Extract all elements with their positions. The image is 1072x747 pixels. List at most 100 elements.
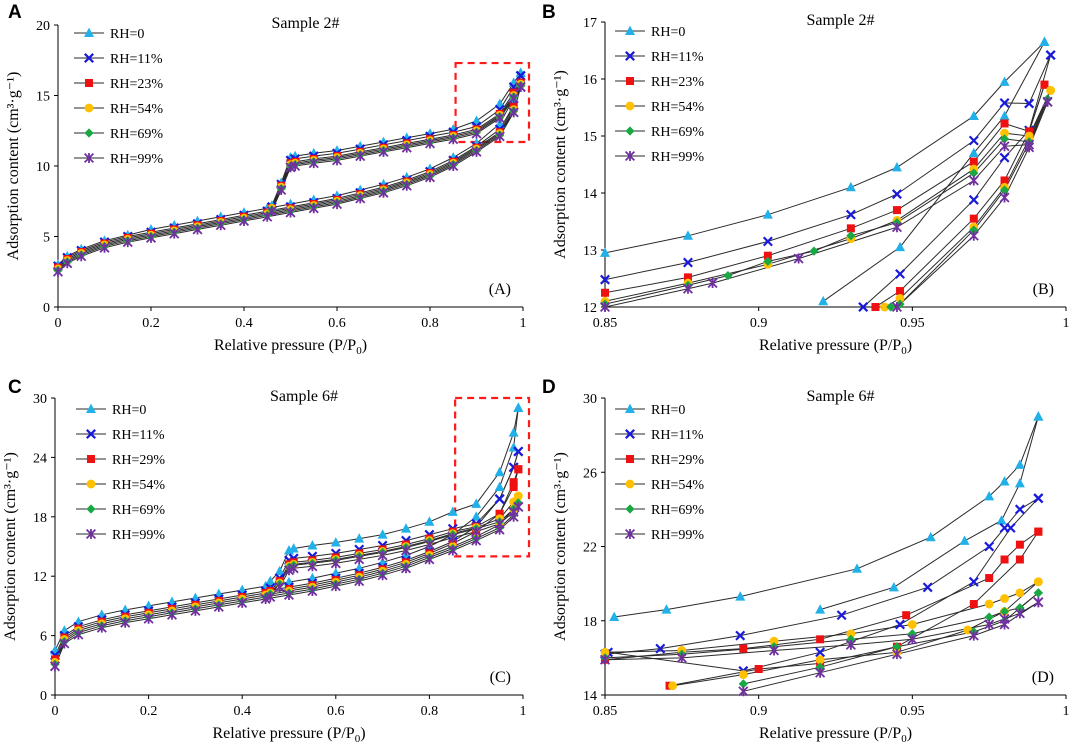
panel-letter-a: A — [8, 2, 22, 23]
chart-d-rh-11-adsorption-point — [815, 647, 826, 658]
panel-d: D 14 18 22 26 30 0.85 0.9 0.95 1 Relative pressur… — [542, 377, 1070, 745]
chart-d-legend-label: RH=0 — [651, 403, 685, 418]
chart-d-rh-0-desorption-point — [999, 476, 1010, 486]
chart-d-rh-29-adsorption-point — [754, 665, 763, 674]
chart-a-ytick-label: 0 — [43, 301, 50, 316]
chart-b-rh-0-desorption-point — [845, 181, 856, 192]
chart-d-rh-0-desorption-point — [609, 611, 620, 622]
chart-d-legend-marker — [625, 429, 635, 439]
chart-b-ylabel: Adsorption content (cm³·g⁻¹) — [552, 70, 569, 259]
chart-d-rh-0-desorption-point — [852, 563, 863, 573]
chart-b-rh-69-desorption-point — [846, 231, 856, 241]
chart-d-ylabel: Adsorption content (cm³·g⁻¹) — [552, 452, 569, 641]
chart-b-rh-99-desorption-point — [891, 222, 903, 233]
chart-c-legend-item: RH=99% — [76, 528, 165, 543]
chart-b-rh-69-desorption-point — [969, 168, 979, 178]
chart-d-rh-0-adsorption-point — [888, 581, 899, 592]
chart-d-rh-0-adsorption-point — [996, 515, 1007, 525]
chart-d-rh-11-adsorption-point — [895, 619, 906, 630]
chart-a-rh-99-adsorption-point — [52, 266, 64, 277]
chart-c-xtick-label: 0.8 — [421, 704, 439, 719]
chart-b-rh-23-desorption-point — [1025, 127, 1034, 136]
chart-a-xtick-label: 0.6 — [328, 316, 346, 331]
chart-b-rh-54-desorption-line — [605, 90, 1052, 302]
chart-d-rh-69-adsorption-line — [743, 592, 1039, 685]
chart-d-rh-0-desorption-point — [1014, 459, 1025, 469]
chart-b-rh-99-adsorption-point — [891, 301, 903, 313]
chart-d-rh-54-desorption-point — [769, 636, 779, 646]
chart-a-xtick-label: 1 — [520, 316, 527, 331]
chart-d-legend-marker — [624, 528, 636, 540]
chart-d-ytick-label: 26 — [583, 466, 597, 481]
chart-d-legend-marker — [625, 479, 635, 489]
chart-a-legend-item: RH=11% — [74, 52, 163, 67]
chart-d-rh-11-desorption-point — [1014, 504, 1025, 515]
chart-b-rh-11-desorption-point — [600, 274, 610, 285]
chart-a-legend-marker — [84, 128, 94, 138]
chart-d-rh-0-desorption-point — [661, 604, 672, 614]
chart-a-legend-item: RH=23% — [74, 77, 163, 92]
chart-c-rh-99-adsorption-point — [447, 545, 458, 556]
chart-c-legend-label: RH=11% — [112, 428, 165, 443]
chart-c-rh-29-desorption-point — [495, 509, 504, 518]
chart-c-rh-99-adsorption-point — [166, 609, 178, 620]
chart-b-rh-54-adsorption-point — [880, 302, 890, 312]
chart-d-rh-11-desorption-point — [655, 643, 666, 654]
chart-c-legend-label: RH=69% — [112, 503, 165, 518]
chart-a-legend-marker — [84, 103, 94, 113]
chart-c-rh-99-desorption-point — [447, 532, 458, 543]
chart-b-rh-99-adsorption-line — [896, 101, 1049, 307]
chart-b-rh-0-adsorption-point — [968, 147, 979, 158]
chart-a-rh-99-adsorption-point — [169, 228, 180, 239]
chart-b-rh-23-desorption-point — [892, 206, 901, 215]
chart-d-rh-99-desorption-point — [599, 654, 611, 665]
chart-a-rh-99-desorption-point — [308, 158, 319, 169]
chart-d-rh-11-desorption-point — [735, 630, 746, 641]
chart-c-ytick-label: 12 — [33, 570, 47, 585]
chart-a-rh-99-desorption-point — [331, 155, 343, 166]
chart-d-rh-54-desorption-point — [907, 620, 917, 629]
chart-c-ylabel: Adsorption content (cm³·g⁻¹) — [2, 452, 19, 641]
chart-d-legend-item: RH=69% — [615, 503, 704, 518]
chart-c-rh-0-desorption-point — [265, 575, 276, 586]
chart-a-rh-99-adsorption-point — [471, 146, 482, 157]
chart-b-rh-23-desorption-point — [1040, 80, 1049, 89]
chart-d-rh-99-adsorption-point — [891, 649, 903, 660]
panel-a: A 0 5 10 15 20 0 0.2 0.4 0.6 0.8 1 Relative pressur… — [5, 2, 531, 357]
chart-c-rh-99-desorption-point — [494, 518, 505, 529]
chart-a-rh-99-adsorption-point — [508, 107, 519, 118]
chart-a-xtick-label: 0.8 — [421, 316, 439, 331]
chart-d-ytick-label: 18 — [583, 615, 597, 630]
chart-b-rh-11-desorption-point — [968, 135, 979, 146]
chart-b-rh-11-desorption-point — [762, 236, 773, 247]
chart-a-legend-item: RH=99% — [74, 152, 163, 167]
chart-d-rh-29-desorption-point — [1000, 555, 1009, 564]
chart-a-legend-item: RH=54% — [74, 102, 163, 117]
chart-c-rh-0-desorption-point — [274, 565, 285, 576]
chart-a-rh-99-adsorption-point — [238, 215, 250, 227]
chart-c-rh-69-desorption-line — [269, 502, 519, 595]
chart-d-rh-29-desorption-point — [739, 644, 748, 653]
chart-b-legend: RH=0 RH=11% RH=23% RH=54% RH=69% RH=99% — [615, 25, 704, 165]
chart-b-rh-54-desorption-point — [1000, 128, 1009, 138]
chart-d-legend-item: RH=0 — [615, 403, 685, 418]
chart-c-markers — [49, 402, 524, 672]
chart-d-rh-29-desorption-point — [985, 574, 994, 583]
chart-a-xtick-label: 0 — [55, 316, 62, 331]
chart-a-ytick-label: 5 — [43, 231, 50, 246]
chart-a-rh-99-desorption-point — [378, 146, 389, 157]
chart-a-rh-99-desorption-point — [401, 142, 412, 153]
chart-a-rh-99-adsorption-point — [378, 187, 389, 198]
chart-d-rh-29-adsorption-point — [969, 600, 978, 609]
chart-b-rh-99-desorption-point — [999, 141, 1010, 152]
chart-b-rh-11-desorption-point — [999, 97, 1010, 108]
chart-d-xtick-label: 1 — [1063, 704, 1070, 719]
chart-a-rh-99-adsorption-point — [355, 193, 366, 204]
chart-a-rh-11-desorption-point — [515, 70, 526, 81]
chart-c-rh-99-desorption-point — [330, 558, 341, 569]
chart-a-rh-99-desorption-point — [276, 184, 287, 196]
chart-d-rh-54-desorption-point — [600, 647, 610, 657]
chart-c-rh-0-desorption-line — [269, 407, 519, 582]
chart-b-markers — [599, 36, 1056, 313]
chart-b-legend-item: RH=54% — [615, 100, 704, 115]
